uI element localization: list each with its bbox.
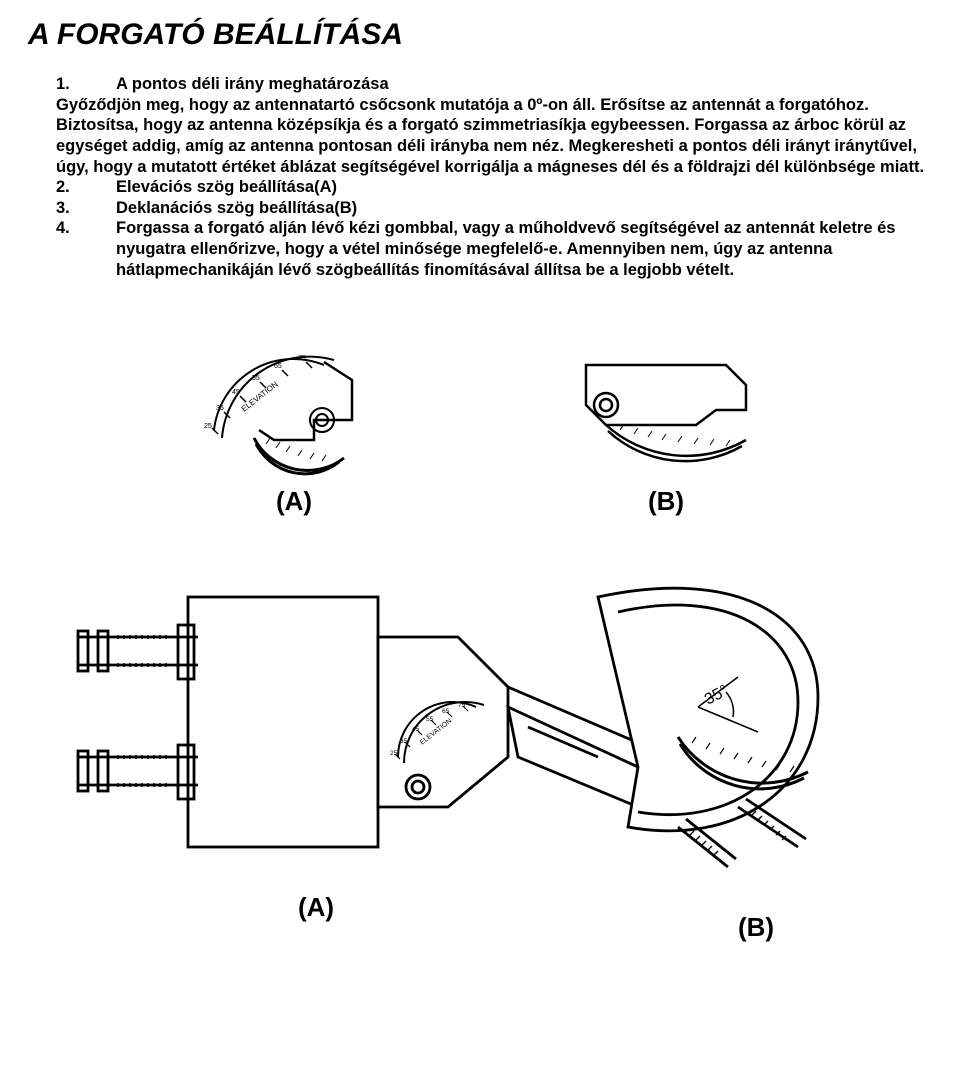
item-1-body: Győződjön meg, hogy az antennatartó csőc…: [56, 95, 932, 178]
svg-text:45: 45: [412, 726, 420, 733]
item-2-number: 2.: [56, 177, 116, 198]
svg-text:45: 45: [232, 389, 240, 396]
item-1-number: 1.: [56, 74, 116, 95]
body-text-block: 1. A pontos déli irány meghatározása Győ…: [28, 74, 932, 280]
gauge-a-svg: 25 35 45 55 65 75 ELEVATION: [174, 310, 414, 480]
svg-text:65: 65: [442, 708, 450, 715]
item-4-number: 4.: [56, 218, 116, 280]
item-4-body: Forgassa a forgató alján lévő kézi gombb…: [116, 218, 932, 280]
assembly-svg: 25 35 45 55 65 75 ELEVATION 35°: [38, 557, 938, 917]
item-3-text: Deklanációs szög beállítása(B): [116, 198, 357, 219]
figure-b-caption-top: (B): [546, 486, 786, 517]
diagram-area: 25 35 45 55 65 75 ELEVATION (A): [28, 310, 932, 917]
svg-text:25: 25: [390, 750, 398, 757]
svg-text:55: 55: [426, 716, 434, 723]
svg-text:55: 55: [252, 375, 260, 382]
figure-b-top: (B): [546, 310, 786, 517]
svg-text:75: 75: [458, 702, 466, 709]
gauge-b-svg: [546, 310, 786, 480]
figure-a-caption-top: (A): [174, 486, 414, 517]
item-3-number: 3.: [56, 198, 116, 219]
svg-text:35: 35: [400, 738, 408, 745]
svg-text:75: 75: [298, 355, 306, 362]
page-title: A FORGATÓ BEÁLLÍTÁSA: [28, 18, 932, 52]
figure-a-top: 25 35 45 55 65 75 ELEVATION (A): [174, 310, 414, 517]
item-1-heading: A pontos déli irány meghatározása: [116, 74, 389, 95]
svg-text:65: 65: [274, 363, 282, 370]
figure-b-caption-bottom: (B): [738, 912, 774, 943]
svg-text:25: 25: [204, 423, 212, 430]
figure-a-caption-bottom: (A): [298, 892, 334, 923]
item-2-text: Elevációs szög beállítása(A): [116, 177, 337, 198]
svg-text:35: 35: [216, 405, 224, 412]
